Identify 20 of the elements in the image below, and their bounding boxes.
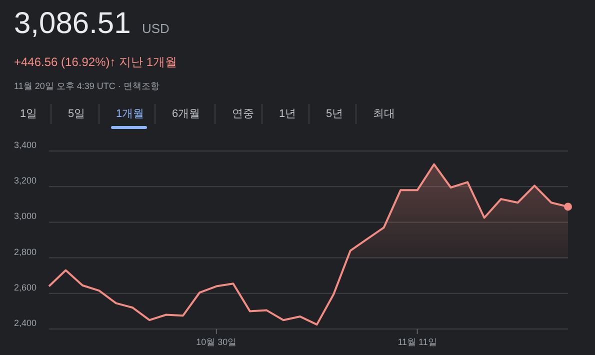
x-tick-label: 11월 11일 — [398, 337, 437, 347]
y-tick-label: 2,800 — [14, 246, 37, 257]
text: 1일 — [20, 108, 38, 120]
text: 연중 — [232, 108, 254, 120]
chart-title: 3,086.51 — [14, 7, 131, 40]
text: 1개월 — [116, 108, 144, 120]
text: 5년 — [326, 108, 344, 120]
x-tick-label: 10월 30일 — [196, 337, 237, 347]
text: 6개월 — [172, 108, 200, 120]
text: 1년 — [279, 108, 296, 120]
y-tick-label: 2,600 — [14, 282, 37, 292]
y-tick-label: 2,400 — [14, 318, 37, 328]
chart-subtitle: +446.56 (16.92%)↑ 지난 1개월 — [14, 55, 178, 69]
text: 최대 — [373, 108, 395, 120]
text: 11월 20일 오후 4:39 UTC · 면책조항 — [14, 81, 160, 91]
y-tick-label: 3,200 — [14, 176, 37, 186]
text: USD — [142, 21, 170, 36]
text: 5일 — [68, 108, 86, 120]
y-tick-label: 3,000 — [14, 211, 37, 222]
y-tick-label: 3,400 — [14, 140, 37, 150]
